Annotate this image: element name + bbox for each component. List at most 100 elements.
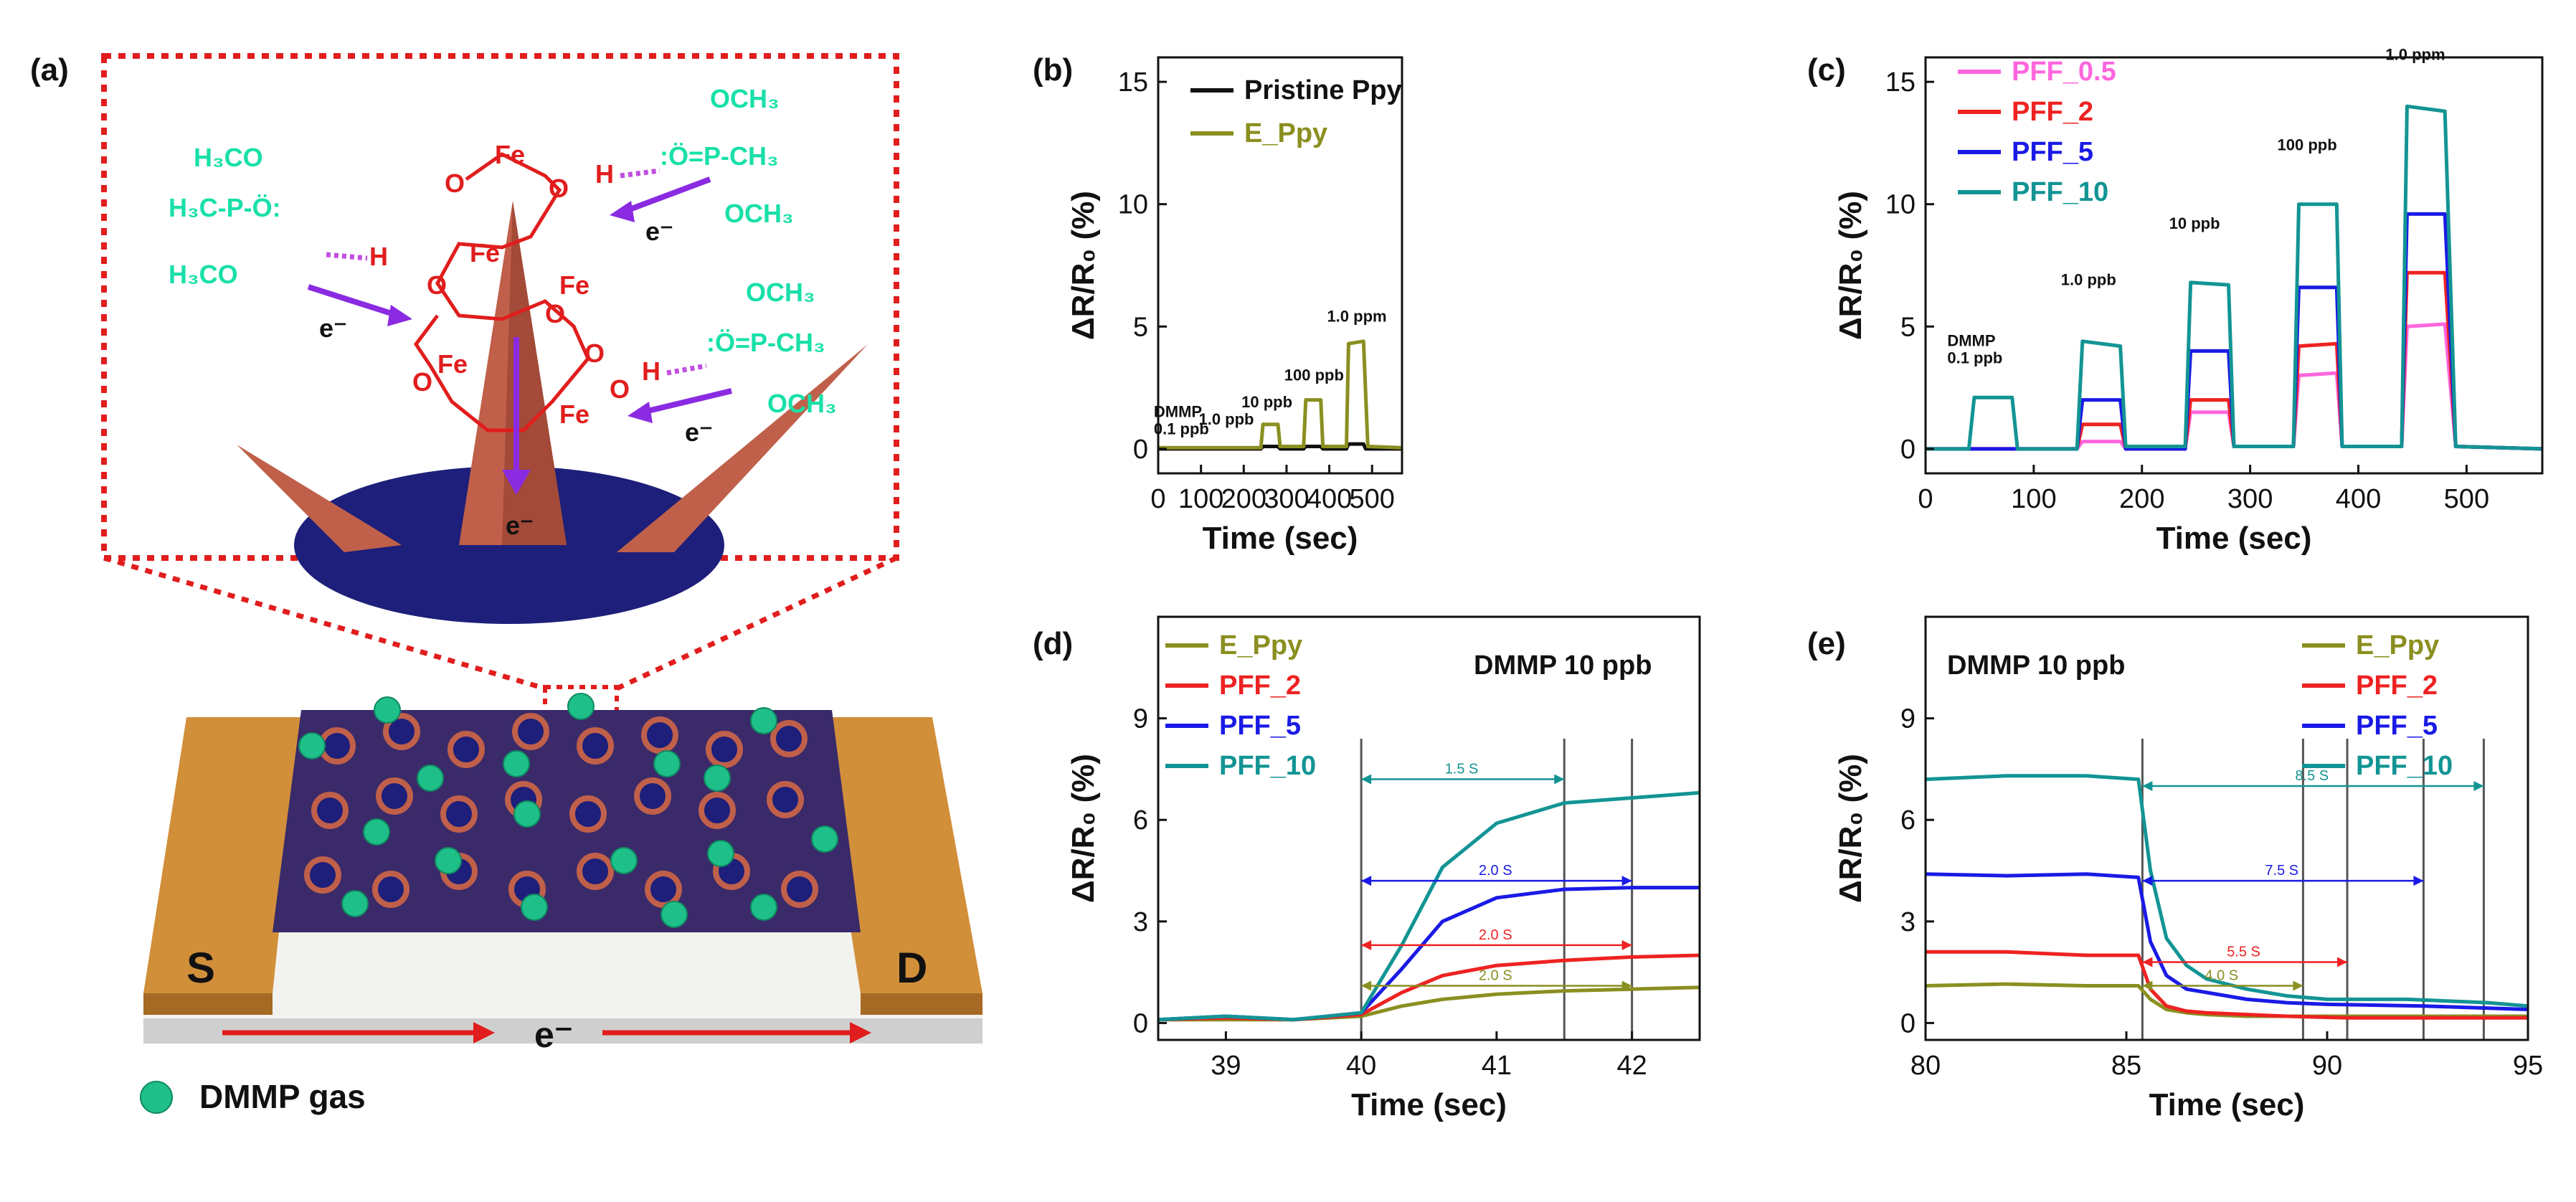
span-arrowhead: [2142, 781, 2153, 791]
panel-label: (b): [1033, 52, 1073, 87]
span-label: 2.0 S: [1479, 863, 1512, 879]
x-axis-label: Time (sec): [2149, 1087, 2305, 1122]
annotation-label: DMMP: [1154, 403, 1202, 421]
h-bonds: H H H: [326, 159, 707, 386]
chem-line: :Ö=P-CH₃: [660, 141, 779, 171]
o-label: O: [545, 299, 565, 328]
x-tick-label: 42: [1616, 1051, 1647, 1081]
legend-label: PFF_10: [2356, 751, 2453, 781]
current-electron-label: e⁻: [534, 1015, 573, 1055]
fe-label: Fe: [559, 399, 589, 429]
span-label: 1.5 S: [1445, 762, 1479, 777]
legend-label: PFF_2: [1219, 671, 1301, 701]
fe-label: Fe: [437, 349, 468, 379]
legend-label: PFF_2: [2356, 671, 2438, 701]
panel-label: (c): [1807, 52, 1846, 87]
y-tick-label: 6: [1133, 805, 1148, 836]
series-line: [1158, 985, 1700, 1022]
series-line: [1925, 872, 2529, 1011]
series-line: [1926, 104, 2543, 451]
spike-left: [237, 445, 402, 552]
span-arrowhead: [1361, 980, 1372, 991]
span-label: 8.5 S: [2295, 768, 2329, 784]
o-label: O: [584, 339, 605, 368]
y-tick-label: 0: [1900, 435, 1916, 465]
y-tick-label: 9: [1133, 704, 1148, 734]
panel-label-a: (a): [30, 52, 69, 87]
y-axis-label: ΔR/R₀ (%): [1833, 191, 1868, 340]
y-tick-label: 0: [1133, 435, 1148, 465]
legend-label: PFF_0.5: [2012, 57, 2116, 87]
gas-legend-icon: [140, 1081, 173, 1114]
legend-label: PFF_5: [2012, 137, 2093, 167]
h-atom: H: [369, 242, 388, 271]
y-tick-label: 15: [1118, 67, 1148, 98]
legend-label: PFF_5: [1219, 711, 1301, 741]
series-line: [1158, 339, 1403, 450]
drain-electrode-side: [861, 993, 982, 1015]
dmmp-left: H₃CO H₃C-P-Ö: H₃CO: [169, 143, 281, 289]
fe-o-ring: [413, 152, 590, 432]
chem-line: :Ö=P-CH₃: [706, 328, 825, 357]
legend-label: PFF_5: [2356, 711, 2438, 741]
x-tick-label: 500: [2444, 484, 2489, 514]
source-label: S: [186, 944, 215, 992]
series-line: [1157, 790, 1700, 1022]
span-arrowhead: [2413, 876, 2424, 886]
span-arrowhead: [1621, 940, 1632, 950]
annotation-label: 1.0 ppb: [2061, 270, 2116, 288]
annotation-label: 0.1 ppb: [1947, 349, 2002, 366]
y-tick-label: 3: [1133, 907, 1148, 937]
x-tick-label: 400: [2336, 484, 2381, 514]
span-arrowhead: [1621, 876, 1632, 886]
x-axis-label: Time (sec): [2156, 521, 2312, 556]
dmmp-right-top: OCH₃ :Ö=P-CH₃ OCH₃: [660, 84, 794, 228]
span-arrowhead: [1621, 980, 1632, 991]
span-label: 7.5 S: [2265, 863, 2298, 879]
x-tick-label: 0: [1150, 484, 1165, 514]
annotation-label: DMMP: [1947, 332, 1995, 350]
x-tick-label: 90: [2312, 1051, 2342, 1081]
annotation-label: 1.0 ppm: [1327, 307, 1386, 325]
span-arrowhead: [1361, 774, 1372, 785]
electron-label: e⁻: [319, 313, 347, 343]
source-electrode: [143, 717, 301, 993]
plot-frame: [1157, 56, 1403, 475]
annotation-label: 1.0 ppm: [2385, 45, 2445, 63]
fe-label: Fe: [470, 238, 500, 268]
x-tick-label: 200: [2119, 484, 2164, 514]
legend-label: E_Ppy: [2356, 630, 2439, 661]
series-line: [1157, 953, 1700, 1022]
span-arrowhead: [2473, 781, 2484, 791]
x-tick-label: 39: [1211, 1051, 1241, 1081]
chem-line: OCH₃: [767, 389, 837, 418]
plot-frame: [1924, 56, 2544, 475]
chem-line: OCH₃: [746, 278, 815, 307]
panel-label: (e): [1807, 626, 1846, 661]
annotation-label: 0.1 ppb: [1154, 420, 1209, 437]
y-tick-label: 9: [1900, 704, 1916, 734]
annotation-label: 10 ppb: [1241, 393, 1292, 411]
y-axis-label: ΔR/R₀ (%): [1066, 754, 1101, 903]
y-tick-label: 3: [1900, 907, 1916, 937]
y-tick-label: 5: [1900, 312, 1916, 342]
electron-label: e⁻: [506, 511, 534, 540]
panel-d-chart: (d) 1.5 S 2.0 S 2.0 S 2.0 S 39 40 41 42 0 3 6 9 Time …: [1033, 615, 1701, 1122]
chem-line: OCH₃: [710, 84, 780, 113]
h-atom: H: [642, 356, 660, 386]
source-electrode-side: [143, 993, 273, 1015]
series-line: [1926, 950, 2528, 1020]
o-label: O: [549, 174, 569, 203]
span-arrowhead: [1554, 774, 1565, 785]
x-tick-label: 85: [2111, 1051, 2141, 1081]
legend-label: E_Ppy: [1219, 630, 1302, 661]
panel-a-schematic: (a) Fe O O Fe O Fe O O Fe O: [30, 52, 982, 1115]
y-tick-label: 5: [1133, 312, 1148, 342]
chem-line: H₃CO: [169, 260, 238, 289]
schematic-legend: DMMP gas: [140, 1078, 366, 1115]
device: S D e⁻: [143, 693, 982, 1055]
fe-label: Fe: [559, 270, 589, 300]
x-tick-label: 400: [1307, 484, 1352, 514]
legend-label: PFF_10: [1219, 751, 1316, 781]
annotation-label: 100 ppb: [1284, 366, 1344, 384]
